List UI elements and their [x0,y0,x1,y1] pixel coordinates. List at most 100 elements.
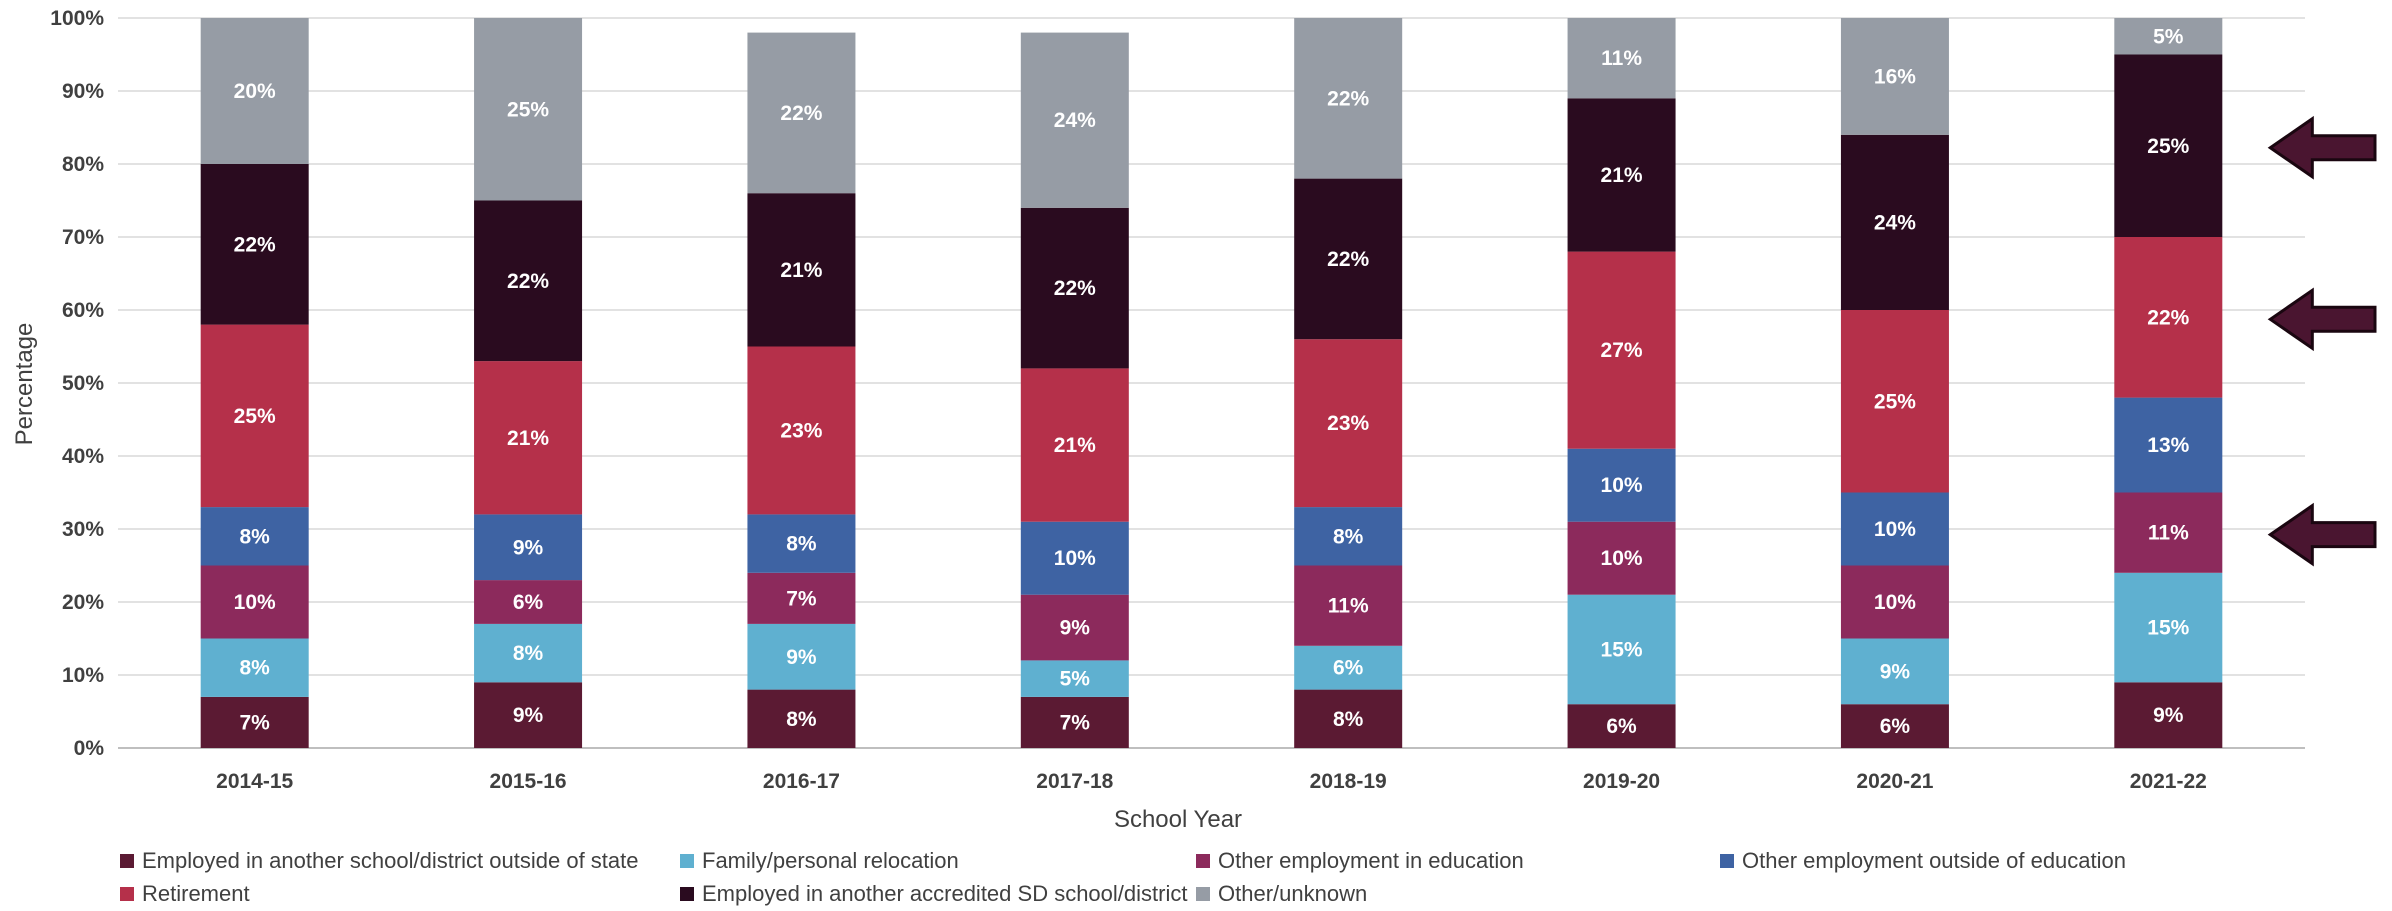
bar-segment [747,32,856,194]
bar-segment [747,346,856,515]
gridlines [118,17,2305,749]
data-label: 10% [1601,474,1643,497]
stacked-bar-chart: 0% 10% 20% 30% 40% 50% 60% 70% 80% 90% 100% 7% 8% 10… [11,7,2377,833]
bar-segment [1294,645,1403,690]
bar-segment [2114,682,2223,748]
y-tick-label: 20% [62,591,104,614]
legend-label: Employed in another accredited SD school… [702,881,1188,906]
data-label: 6% [1606,715,1637,738]
bar-segment [1020,696,1129,748]
data-label: 11% [1328,595,1369,618]
legend-label: Other employment outside of education [1742,848,2127,873]
data-label: 6% [1880,715,1911,738]
data-label: 22% [780,102,822,125]
data-label: 8% [786,533,817,556]
y-tick-label: 100% [50,7,104,30]
legend-label: Other/unknown [1218,881,1368,906]
data-label: 9% [1880,660,1911,683]
y-tick-label: 0% [74,737,105,760]
bar-segment [747,623,856,690]
data-label: 15% [1601,638,1643,661]
data-label: 22% [2147,306,2189,329]
bar-segment [2114,18,2223,55]
data-label: 9% [786,646,817,669]
data-label: 25% [2147,135,2189,158]
x-tick-label: 2021-22 [2130,770,2207,793]
bar-segment [1294,18,1403,179]
data-label: 21% [1601,164,1643,187]
data-label: 21% [1054,434,1096,457]
bar-segment [1840,638,1949,705]
data-label: 13% [2147,434,2189,457]
data-label: 11% [1601,47,1642,70]
bar-segment [1020,32,1129,208]
y-axis-title: Percentage [11,323,38,446]
bar-segment [200,164,309,325]
x-axis-ticks: 2014-15 2015-16 2016-17 2017-18 2018-19 2019-… [216,770,2207,793]
data-label: 25% [1874,390,1916,413]
bar-segment [474,361,583,515]
legend-item: Employed in another accredited SD school… [680,881,1187,907]
bar-segment [1020,594,1129,661]
bar-segment [1840,310,1949,493]
x-tick-label: 2019-20 [1583,770,1660,793]
bar-segment [1840,704,1949,748]
data-label: 8% [786,708,817,731]
data-label: 25% [507,98,549,121]
legend-swatch [120,887,134,901]
x-tick-label: 2016-17 [763,770,840,793]
bar-stack: 9% 8% 6% 9% 21% 22% 25% [474,18,583,748]
data-label: 22% [234,233,276,256]
legend-item: Other/unknown [1196,881,1367,907]
data-label: 22% [1054,277,1096,300]
data-label: 5% [2153,25,2184,48]
bar-segment [1567,521,1676,595]
bar-segment [2114,572,2223,683]
data-label: 22% [1327,248,1369,271]
bar-segment [1840,565,1949,639]
legend-label: Other employment in education [1218,848,1524,873]
legend-label: Family/personal relocation [702,848,959,873]
data-label: 9% [513,704,544,727]
data-label: 9% [513,536,544,559]
bar-segment [1567,251,1676,449]
bar-segment [1020,207,1129,369]
data-label: 27% [1601,339,1643,362]
bar-segment [474,623,583,683]
bar-segment [2114,492,2223,573]
data-label: 7% [1060,711,1091,734]
y-tick-label: 40% [62,445,104,468]
y-tick-label: 50% [62,372,104,395]
data-label: 8% [513,642,544,665]
data-label: 21% [507,427,549,450]
annotation-arrow [2267,502,2377,567]
data-label: 5% [1060,668,1091,691]
bar-segment [747,514,856,573]
y-tick-label: 10% [62,664,104,687]
bar-segment [747,689,856,748]
annotation-arrows [2267,115,2377,567]
bar-segment [1020,660,1129,697]
data-label: 24% [1874,211,1916,234]
bar-segment [1294,689,1403,748]
bar-segment [1020,521,1129,595]
legend-item: Retirement [120,881,250,907]
data-label: 15% [2147,617,2189,640]
legend-swatch [680,854,694,868]
bar-segment [1567,98,1676,252]
bar-segment [200,696,309,748]
bar-segment [200,638,309,697]
data-label: 10% [1874,591,1916,614]
bar-segment [200,565,309,639]
x-tick-label: 2017-18 [1036,770,1113,793]
data-label: 21% [780,259,822,282]
legend-item: Other employment outside of education [1720,848,2126,874]
data-label: 9% [1060,617,1091,640]
data-label: 7% [786,587,817,610]
bar-segment [200,324,309,508]
bar-segment [747,572,856,624]
bar-segment [747,193,856,347]
bar-segment [1294,565,1403,646]
bar-segment [2114,397,2223,493]
x-tick-label: 2020-21 [1856,770,1933,793]
